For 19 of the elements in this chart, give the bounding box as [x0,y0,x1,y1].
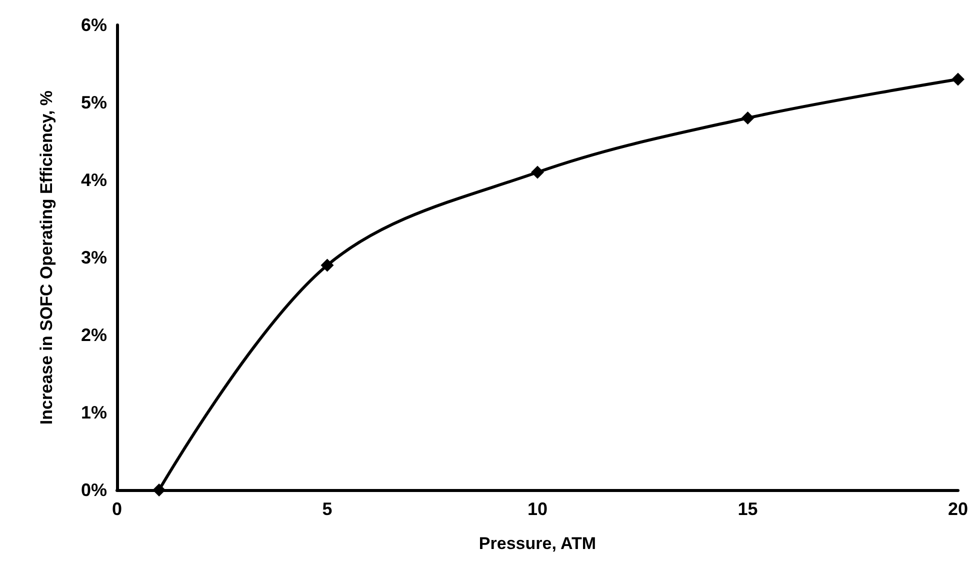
y-tick-label: 1% [80,402,107,422]
x-tick-label: 15 [738,499,758,519]
y-tick-label: 5% [80,92,107,112]
y-tick-label: 0% [80,480,107,500]
x-tick-label: 5 [322,499,332,519]
x-tick-label: 20 [948,499,968,519]
x-axis-title: Pressure, ATM [478,534,596,553]
y-tick-label: 4% [80,170,107,190]
y-tick-label: 2% [80,325,107,345]
point [531,166,544,179]
point [952,72,964,86]
x-tick-label: 10 [527,499,548,519]
x-tick-label: 0 [112,499,122,519]
y-tick-label: 6% [80,15,107,35]
point [152,484,166,496]
y-axis-title: Increase in SOFC Operating Efficiency, % [37,90,56,425]
point [741,112,754,124]
y-tick-label: 3% [80,248,107,268]
point [320,258,334,272]
